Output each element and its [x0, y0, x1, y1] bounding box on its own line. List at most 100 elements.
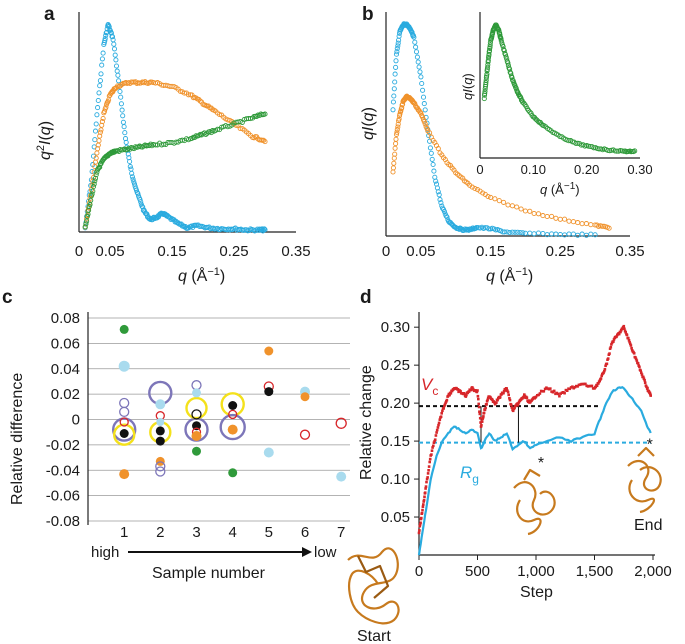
- panel-b-point-blue: [418, 74, 424, 80]
- inset-point-green: [510, 77, 516, 83]
- vc-point: [423, 491, 427, 494]
- vc-point: [480, 424, 483, 427]
- panel-d-x-label: Step: [520, 584, 553, 601]
- panel-b-point-blue: [396, 33, 402, 39]
- panel-b-point-blue: [430, 161, 436, 168]
- panel-b-point-blue: [441, 208, 447, 214]
- star-marker: *: [647, 437, 653, 454]
- panel-b-point-orange: [393, 141, 399, 147]
- panel-a: a 0 0.05 0.15 0.25 0.35 q (Å−1) q2I(q): [35, 4, 311, 285]
- inset-x-tick-label: 0.20: [574, 162, 599, 177]
- panel-a-point-green: [254, 113, 260, 119]
- vc-point: [421, 505, 425, 508]
- vc-point: [422, 498, 426, 502]
- inset-point-green: [505, 60, 511, 66]
- vc-point: [463, 392, 466, 396]
- panel-b-point-orange: [599, 223, 605, 229]
- vc-point: [609, 345, 613, 349]
- panel-d: d 0.30 0.25 0.20 0.15 0.10 0.05 0 500 1,000 1,500…: [347, 287, 672, 644]
- arrow-label-low: low: [314, 544, 337, 561]
- inset-point-green: [614, 148, 620, 154]
- panel-b-point-orange: [505, 202, 511, 208]
- vc-point: [437, 423, 440, 427]
- panel-c-x-tick-label: 6: [301, 524, 309, 541]
- vc-point: [638, 365, 641, 369]
- panel-b-point-orange: [544, 213, 550, 220]
- panel-c-point: [119, 406, 130, 418]
- vc-point: [437, 421, 441, 425]
- rg-series-label: Rg: [460, 463, 479, 486]
- panel-b-point-orange: [390, 169, 396, 175]
- panel-a-point-orange: [92, 159, 99, 165]
- panel-b-point-blue: [390, 99, 396, 105]
- vc-point: [608, 352, 611, 355]
- vc-point: [600, 374, 603, 378]
- panel-c-point: [119, 417, 129, 427]
- vc-point: [486, 398, 489, 402]
- panel-c-point: [336, 471, 347, 482]
- panel-c-x-label: Sample number: [152, 565, 266, 582]
- vc-point: [622, 324, 626, 328]
- panel-b-series-blue: [390, 21, 598, 238]
- vc-point: [439, 415, 443, 418]
- vc-point: [506, 390, 510, 394]
- vc-point: [435, 431, 438, 434]
- vc-point: [635, 359, 639, 362]
- panel-b-point-blue: [501, 229, 508, 235]
- vc-point: [629, 344, 633, 347]
- panel-a-point-blue: [262, 227, 268, 233]
- vc-point: [484, 406, 487, 410]
- panel-a-plot: [82, 21, 268, 234]
- vc-point: [632, 352, 636, 355]
- panel-c-y-tick-label: 0.04: [51, 361, 80, 378]
- panel-c-x-tick-label: 3: [192, 524, 200, 541]
- panel-b-x-tick-label: 0.05: [406, 243, 435, 260]
- panel-b-point-orange: [480, 190, 486, 196]
- panel-b-point-orange: [435, 146, 441, 152]
- panel-a-point-blue: [95, 105, 101, 111]
- vc-point: [525, 396, 529, 400]
- panel-c-point: [263, 447, 274, 458]
- panel-b-point-orange: [496, 198, 502, 204]
- panel-a-x-label: q (Å−1): [178, 266, 225, 285]
- panel-a-point-blue: [120, 119, 126, 125]
- inset-point-green: [596, 146, 602, 152]
- vc-point: [443, 404, 446, 408]
- vc-point: [505, 387, 508, 390]
- panel-b-series-orange: [390, 93, 612, 231]
- panel-b-point-blue: [431, 168, 437, 174]
- panel-d-ticks: 0.30 0.25 0.20 0.15 0.10 0.05 0 500 1,000 1,500 2,…: [381, 319, 672, 580]
- panel-b-point-orange: [522, 208, 528, 214]
- panel-a-point-orange: [117, 83, 123, 89]
- vc-point: [457, 390, 460, 394]
- vc-point: [480, 420, 484, 423]
- panel-a-point-blue: [130, 176, 136, 182]
- panel-b-point-orange: [606, 225, 612, 231]
- panel-a-ticks: 0 0.05 0.15 0.25 0.35: [75, 243, 311, 260]
- vc-point: [432, 444, 435, 448]
- panel-a-point-blue: [95, 97, 101, 104]
- panel-b-point-blue: [393, 58, 399, 64]
- vc-point: [433, 438, 437, 441]
- vc-point: [418, 524, 422, 528]
- panel-c-point: [155, 466, 166, 477]
- vc-point: [597, 382, 600, 385]
- panel-b-point-orange: [557, 216, 563, 222]
- panel-d-x-tick-label: 2,000: [634, 563, 672, 580]
- vc-point: [537, 393, 540, 397]
- panel-b-point-blue: [411, 34, 417, 40]
- vc-point: [634, 356, 637, 359]
- inset-point-green: [518, 95, 524, 101]
- panel-b-point-blue: [504, 229, 510, 235]
- panel-b-point-orange: [396, 116, 402, 122]
- end-structure-image: [627, 446, 662, 514]
- panel-b-point-orange: [399, 105, 405, 111]
- mid-structure-image: [513, 468, 556, 536]
- inset-point-green: [612, 148, 618, 154]
- vc-point: [425, 480, 428, 484]
- panel-b-x-tick-label: 0.25: [546, 243, 575, 260]
- inset-point-green: [482, 90, 488, 97]
- panel-c-point: [228, 468, 238, 478]
- panel-a-point-blue: [113, 57, 119, 63]
- vc-point: [427, 469, 430, 472]
